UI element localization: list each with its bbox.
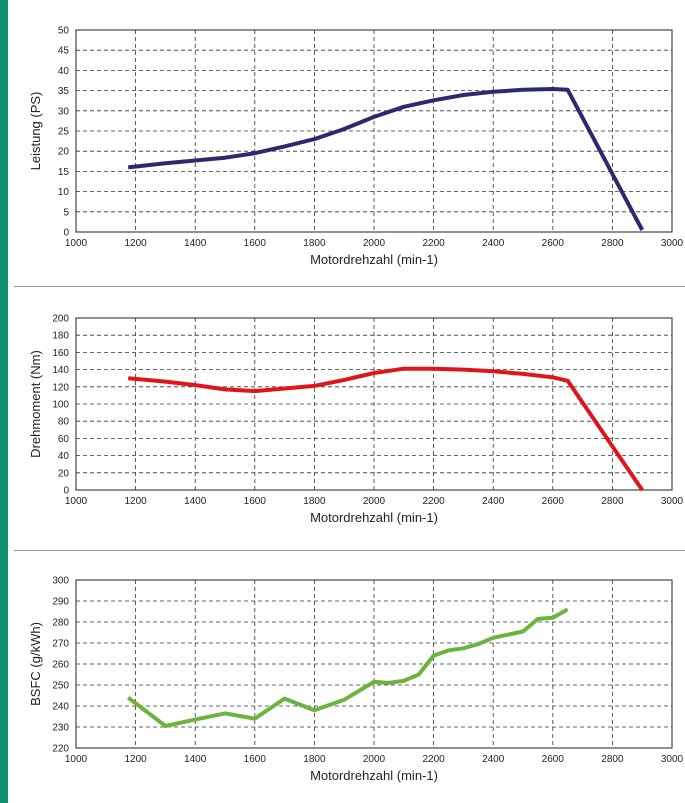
x-tick-label: 1000	[65, 754, 88, 765]
y-tick-label: 220	[52, 744, 69, 755]
x-tick-label: 3000	[661, 496, 684, 507]
y-tick-label: 30	[58, 106, 70, 117]
x-tick-label: 1200	[124, 754, 147, 765]
x-tick-label: 1800	[303, 238, 326, 249]
series-line	[126, 607, 569, 728]
y-tick-label: 10	[58, 187, 70, 198]
y-tick-label: 40	[58, 66, 70, 77]
y-tick-label: 140	[52, 365, 69, 376]
y-tick-label: 0	[63, 486, 69, 497]
x-axis-title: Motordrehzahl (min-1)	[310, 768, 438, 783]
x-tick-label: 2400	[482, 754, 505, 765]
y-tick-label: 60	[58, 434, 70, 445]
x-tick-label: 2600	[542, 238, 565, 249]
x-tick-label: 1000	[65, 496, 88, 507]
x-tick-label: 2200	[422, 238, 445, 249]
x-tick-label: 1200	[124, 496, 147, 507]
y-axis-title: Drehmoment (Nm)	[28, 350, 43, 458]
x-tick-label: 3000	[661, 238, 684, 249]
y-tick-label: 290	[52, 597, 69, 608]
y-tick-label: 80	[58, 417, 70, 428]
x-tick-label: 1600	[244, 754, 267, 765]
y-tick-label: 20	[58, 468, 70, 479]
series-line	[127, 87, 644, 231]
series-line	[128, 366, 644, 492]
section-divider-1	[14, 286, 685, 287]
x-tick-label: 1600	[244, 496, 267, 507]
y-tick-label: 5	[63, 207, 69, 218]
torque-chart: 0 20 40 60 80 100 120 140 160 180 200 1000 1200 1400 1…	[28, 314, 684, 526]
section-divider-2	[14, 550, 685, 551]
x-tick-label: 2800	[601, 238, 624, 249]
x-tick-label: 2200	[422, 754, 445, 765]
x-tick-label: 1400	[184, 496, 207, 507]
x-tick-label: 2600	[542, 754, 565, 765]
x-tick-label: 2200	[422, 496, 445, 507]
y-tick-label: 45	[58, 46, 70, 57]
x-tick-label: 2000	[363, 496, 386, 507]
x-tick-label: 1400	[184, 754, 207, 765]
x-tick-label: 1800	[303, 496, 326, 507]
y-tick-label: 280	[52, 618, 69, 629]
y-tick-label: 20	[58, 147, 70, 158]
y-tick-label: 230	[52, 723, 69, 734]
y-tick-label: 240	[52, 702, 69, 713]
x-tick-label: 1800	[303, 754, 326, 765]
x-tick-label: 1000	[65, 238, 88, 249]
y-tick-label: 15	[58, 167, 70, 178]
y-tick-label: 270	[52, 639, 69, 650]
side-accent-stripe	[0, 0, 8, 803]
x-tick-label: 1400	[184, 238, 207, 249]
y-tick-label: 160	[52, 348, 69, 359]
x-tick-label: 1600	[244, 238, 267, 249]
y-tick-label: 200	[52, 314, 69, 325]
power-chart: 0 5 10 15 20 25 30 35 40 45 50 1000 1200 1400 1600 1800…	[28, 26, 684, 268]
x-tick-label: 2000	[363, 754, 386, 765]
x-axis-title: Motordrehzahl (min-1)	[310, 252, 438, 267]
x-tick-label: 2000	[363, 238, 386, 249]
y-tick-label: 35	[58, 86, 70, 97]
y-tick-label: 25	[58, 127, 70, 138]
x-tick-label: 2600	[542, 496, 565, 507]
x-tick-label: 2800	[601, 496, 624, 507]
y-tick-label: 260	[52, 660, 69, 671]
x-tick-label: 2400	[482, 238, 505, 249]
y-tick-label: 120	[52, 382, 69, 393]
y-tick-label: 180	[52, 331, 69, 342]
x-tick-label: 2800	[601, 754, 624, 765]
y-tick-label: 100	[52, 400, 69, 411]
y-tick-label: 40	[58, 451, 70, 462]
y-axis-title: BSFC (g/kWh)	[28, 622, 43, 706]
x-axis-title: Motordrehzahl (min-1)	[310, 510, 438, 525]
y-tick-label: 300	[52, 576, 69, 587]
x-tick-label: 2400	[482, 496, 505, 507]
y-tick-label: 250	[52, 681, 69, 692]
y-axis-title: Leistung (PS)	[28, 92, 43, 171]
y-tick-label: 50	[58, 26, 70, 37]
y-tick-label: 0	[63, 228, 69, 239]
x-tick-label: 3000	[661, 754, 684, 765]
x-tick-label: 1200	[124, 238, 147, 249]
